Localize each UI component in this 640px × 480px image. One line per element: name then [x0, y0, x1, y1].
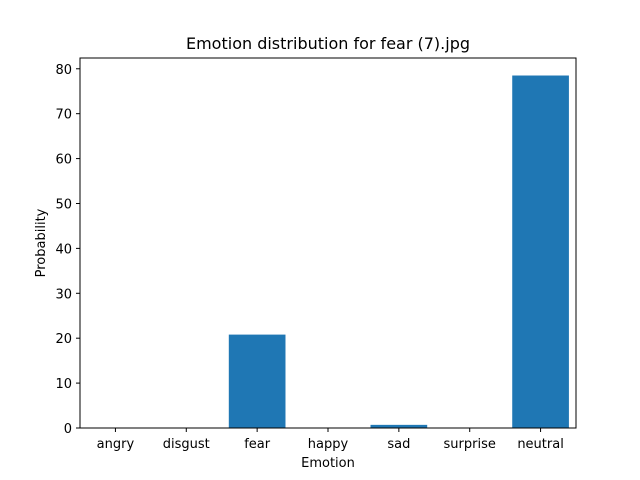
y-tick-label: 40 — [55, 242, 72, 257]
bars-group — [87, 75, 569, 428]
x-axis-ticks: angry disgust fear happy sad surprise neutral — [97, 428, 564, 452]
y-tick-label: 70 — [55, 108, 72, 123]
x-tick-label: fear — [244, 437, 271, 452]
bar-fear — [228, 334, 286, 428]
y-tick-label: 30 — [55, 287, 72, 302]
y-axis-ticks: 0 10 20 30 40 50 60 70 80 — [55, 63, 80, 437]
x-tick-label: angry — [97, 437, 135, 452]
x-tick-label: disgust — [163, 437, 210, 452]
y-tick-label: 0 — [64, 422, 72, 437]
y-tick-label: 50 — [55, 197, 72, 212]
bar-neutral — [512, 75, 569, 428]
y-tick-label: 80 — [55, 63, 72, 78]
y-axis-label: Probability — [34, 208, 49, 277]
y-tick-label: 20 — [55, 332, 72, 347]
y-tick-label: 60 — [55, 153, 72, 168]
plot-frame — [79, 57, 577, 429]
x-axis-label: Emotion — [301, 456, 355, 471]
x-tick-label: surprise — [444, 437, 496, 452]
bar-sad — [370, 424, 428, 428]
x-tick-label: neutral — [517, 437, 564, 452]
x-tick-label: happy — [308, 437, 349, 452]
chart-title: Emotion distribution for fear (7).jpg — [186, 34, 470, 53]
y-tick-label: 10 — [55, 377, 72, 392]
x-tick-label: sad — [387, 437, 410, 452]
